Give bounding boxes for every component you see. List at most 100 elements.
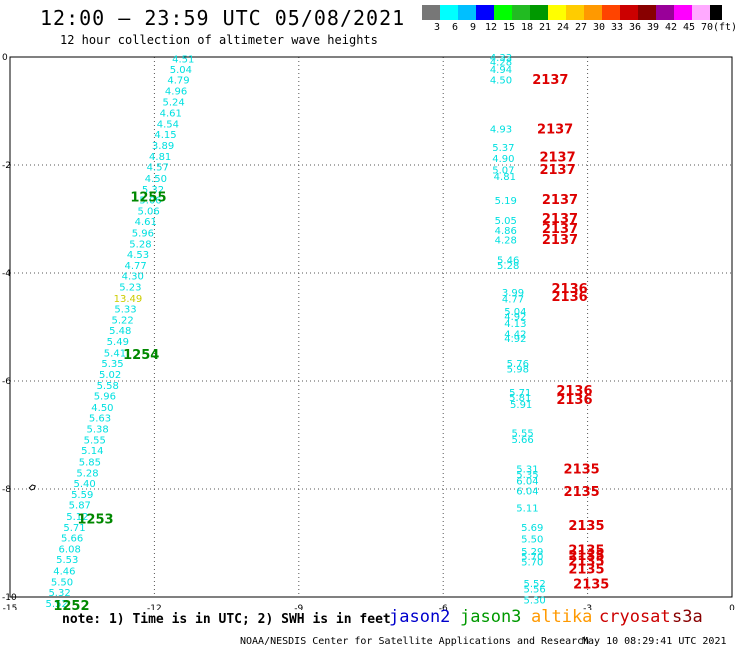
x-tick-label: -12 [147, 604, 162, 610]
swh-label-left: 4.79 [167, 76, 189, 87]
colorbar-label: 15 [503, 22, 516, 33]
swh-label-right: 5.52 [524, 579, 546, 590]
pass-number-label: 2137 [542, 212, 578, 227]
swh-label-right: 4.92 [504, 334, 526, 345]
swh-label-left: 5.48 [109, 326, 131, 337]
swh-label-left: 4.15 [154, 130, 176, 141]
swh-label-left: 5.59 [71, 490, 93, 501]
swh-label-left: 5.06 [137, 206, 159, 217]
swh-label-right: 4.86 [495, 226, 517, 237]
swh-label-left: 5.32 [142, 185, 164, 196]
swh-label-left: 5.55 [84, 435, 106, 446]
pass-number-label: 1253 [77, 513, 113, 528]
colorbar-label: (ft) [713, 22, 738, 33]
swh-label-right: 4.81 [494, 172, 516, 183]
y-tick-label: -4 [2, 269, 11, 279]
colorbar-label: 24 [557, 22, 570, 33]
pass-number-label: 2137 [532, 73, 568, 88]
x-tick-label: -9 [294, 604, 303, 610]
swh-label-left: 4.61 [160, 109, 182, 120]
swh-label-right: 4.28 [495, 236, 517, 247]
swh-label-left: 5.96 [132, 229, 154, 240]
pass-number-label: 2135 [568, 543, 604, 558]
pass-number-label: 2135 [564, 485, 600, 500]
pass-number-label: 1255 [130, 190, 166, 205]
swh-label-right: 4.33 [490, 53, 512, 64]
swh-label-right: 5.70 [521, 552, 543, 563]
swh-label-right: 5.07 [492, 165, 514, 176]
colorbar-swatch [656, 5, 674, 20]
swh-label-left: 5.40 [73, 479, 95, 490]
y-tick-label: -8 [2, 485, 11, 495]
colorbar-label: 30 [593, 22, 606, 33]
pass-number-label: 2137 [542, 233, 578, 248]
swh-label-left: 5.52 [46, 599, 68, 610]
legend-s3a: s3a [672, 607, 703, 627]
swh-label-left: 5.49 [107, 337, 129, 348]
colorbar-swatch [530, 5, 548, 20]
colorbar-label: 27 [575, 22, 588, 33]
x-tick-label: -6 [439, 604, 448, 610]
swh-label-right: 5.71 [509, 388, 531, 399]
swh-label-right: 5.29 [521, 547, 543, 558]
colorbar-swatch [566, 5, 584, 20]
swh-label-left: 4.50 [145, 174, 167, 185]
generated-timestamp: May 10 08:29:41 UTC 2021 [582, 636, 727, 647]
colorbar-swatch [422, 5, 440, 20]
swh-label-right: 5.66 [511, 435, 533, 446]
swh-label-left: 4.96 [165, 86, 187, 97]
pass-number-label: 2136 [556, 384, 592, 399]
swh-label-right: 5.19 [495, 196, 517, 207]
colorbar [422, 5, 722, 20]
page-title: 12:00 — 23:59 UTC 05/08/2021 [40, 6, 406, 30]
coastline-mark [28, 484, 36, 491]
colorbar-swatch [620, 5, 638, 20]
colorbar-label: 9 [470, 22, 477, 33]
colorbar-swatch [584, 5, 602, 20]
swh-label-right: 6.04 [516, 487, 538, 498]
legend-cryosat: cryosat [599, 607, 671, 627]
swh-label-left: 5.41 [104, 348, 126, 359]
swh-label-left: 5.23 [119, 283, 141, 294]
swh-label-right: 5.37 [492, 143, 514, 154]
swh-label-left: 5.50 [51, 577, 73, 588]
swh-label-left: 4.50 [91, 403, 113, 414]
pass-number-label: 2135 [564, 462, 600, 477]
colorbar-swatch [602, 5, 620, 20]
pass-number-label: 2137 [537, 122, 573, 137]
swh-label-left: 5.04 [170, 65, 192, 76]
swh-label-left: 5.33 [114, 305, 136, 316]
colorbar-label: 70 [701, 22, 714, 33]
colorbar-label: 36 [629, 22, 642, 33]
x-tick-label: -15 [3, 604, 18, 610]
pass-number-label: 2135 [568, 562, 604, 577]
swh-label-right: 5.76 [507, 359, 529, 370]
swh-label-left: 4.77 [124, 261, 146, 272]
swh-label-left: 5.63 [89, 414, 111, 425]
pass-number-label: 2137 [539, 163, 575, 178]
page-subtitle: 12 hour collection of altimeter wave hei… [60, 33, 378, 47]
swh-label-left: 5.28 [76, 468, 98, 479]
swh-label-left: 5.35 [101, 359, 123, 370]
swh-label-right: 4.92 [504, 312, 526, 323]
pass-number-label: 2136 [552, 290, 588, 305]
pass-number-label: 2135 [568, 549, 604, 564]
colorbar-labels: 3 6 9 12 15 18 21 24 27 30 33 36 39 42 45 70 (ft) [422, 22, 740, 36]
swh-label-left: 4.53 [127, 250, 149, 261]
swh-label-right: 5.98 [507, 365, 529, 376]
swh-label-left: 5.02 [99, 370, 121, 381]
swh-label-left: 5.96 [94, 392, 116, 403]
swh-label-left: 5.14 [81, 446, 103, 457]
colorbar-swatch [494, 5, 512, 20]
swh-label-left: 5.85 [79, 457, 101, 468]
pass-number-label: 1254 [123, 348, 159, 363]
swh-label-left: 4.54 [157, 119, 179, 130]
swh-label-left: 5.12 [66, 512, 88, 523]
swh-label-right: 5.81 [509, 393, 531, 404]
swh-label-right: 3.99 [502, 288, 524, 299]
swh-label-right: 4.28 [490, 57, 512, 68]
colorbar-swatch [548, 5, 566, 20]
swh-label-right: 5.46 [497, 256, 519, 267]
colorbar-label: 33 [611, 22, 624, 33]
swh-label-left: 5.28 [129, 239, 151, 250]
